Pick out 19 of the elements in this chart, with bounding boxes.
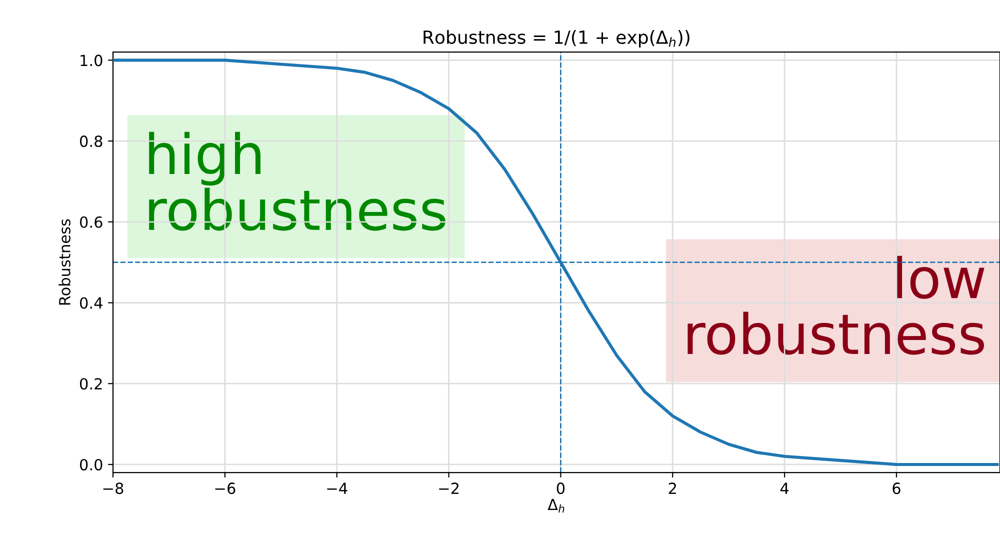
y-tick-label: 0.8	[80, 136, 102, 148]
x-tick-label: 2	[668, 482, 676, 494]
annotation: low robustness	[688, 256, 984, 355]
x-tick-label: 4	[780, 482, 789, 494]
y-tick-label: 0.2	[80, 378, 102, 390]
x-tick-label: −4	[327, 482, 348, 494]
x-tick-label: −2	[439, 482, 459, 494]
x-tick-label: −8	[103, 482, 124, 494]
annotation: high robustness	[149, 132, 446, 231]
x-axis-title: Δ$_{h}$	[548, 498, 564, 513]
x-tick-label: −6	[215, 482, 236, 494]
y-tick-label: 0.4	[80, 297, 102, 309]
y-tick-label: 0.6	[80, 216, 102, 228]
y-tick-label: 1.0	[80, 54, 102, 66]
y-tick-label: 0.0	[80, 458, 102, 470]
chart-title: Robustness = 1/(1 + exp(Δ$_{h}$))	[424, 30, 690, 48]
x-tick-label: 6	[892, 482, 900, 494]
x-tick-label: 0	[556, 482, 565, 494]
y-axis-title: Robustness	[58, 219, 70, 305]
